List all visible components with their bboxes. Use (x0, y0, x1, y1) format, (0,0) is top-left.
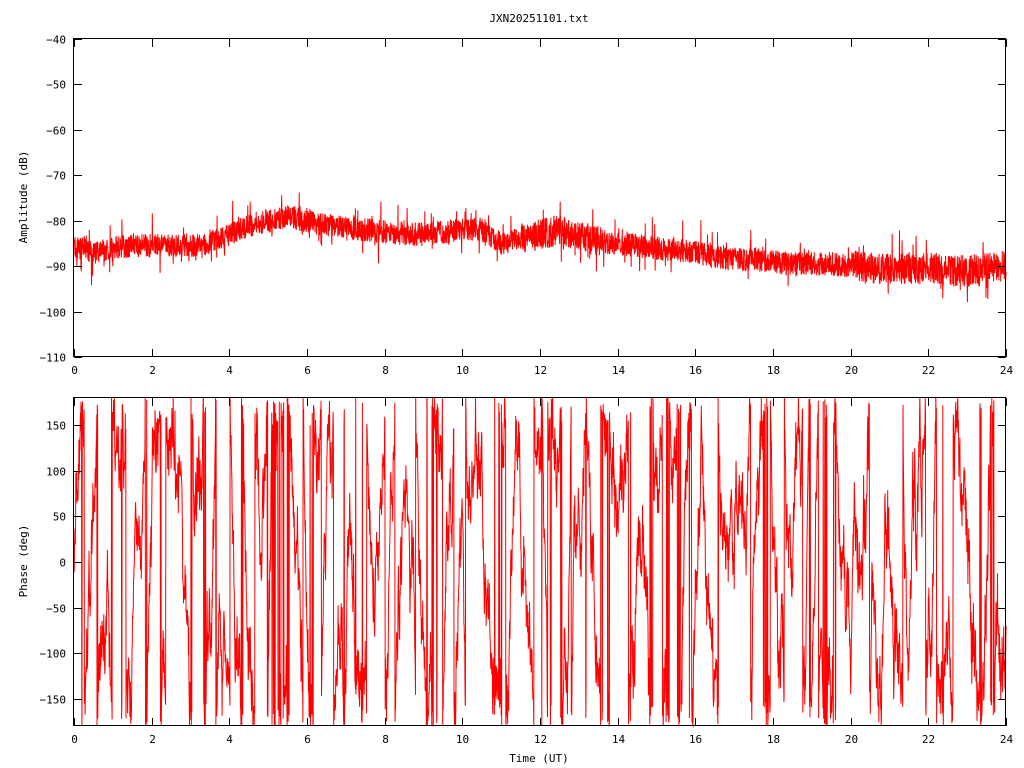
amplitude-x-tick-label: 22 (922, 364, 935, 377)
phase-y-tick-label: −50 (46, 603, 66, 616)
amplitude-x-tick-label: 10 (456, 364, 469, 377)
phase-x-tick-label: 8 (382, 733, 389, 746)
phase-x-tick-label: 12 (534, 733, 547, 746)
phase-x-tick-label: 2 (149, 733, 156, 746)
phase-y-tick-label: −100 (40, 648, 67, 661)
amplitude-y-ticks: −110 −100 −90 −80 −70 −60 −50 −40 (40, 34, 1006, 365)
amplitude-y-axis-label: Amplitude (dB) (17, 151, 30, 244)
amplitude-y-tick-label: −110 (40, 352, 67, 365)
phase-x-tick-label: 0 (71, 733, 78, 746)
amplitude-x-tick-label: 18 (767, 364, 780, 377)
amplitude-x-tick-label: 20 (845, 364, 858, 377)
phase-x-tick-label: 10 (456, 733, 469, 746)
phase-x-tick-label: 14 (612, 733, 626, 746)
phase-y-tick-label: 50 (53, 511, 66, 524)
amplitude-x-tick-label: 16 (689, 364, 702, 377)
amplitude-y-tick-label: −60 (46, 125, 66, 138)
amplitude-panel: −110−100−90−80−70−60−50−40 0 2 4 6 8 10 12 14 16… (17, 34, 1013, 378)
phase-y-axis-label: Phase (deg) (17, 525, 30, 598)
phase-x-tick-label: 24 (1000, 733, 1014, 746)
amplitude-x-tick-label: 24 (1000, 364, 1014, 377)
phase-y-tick-label: −150 (40, 694, 67, 707)
amplitude-x-tick-label: 0 (71, 364, 78, 377)
phase-x-ticks: 0 2 4 6 8 10 12 14 16 18 20 22 24 (71, 398, 1013, 746)
phase-x-tick-label: 18 (767, 733, 780, 746)
amplitude-series (73, 192, 1007, 303)
amplitude-x-tick-label: 12 (534, 364, 547, 377)
phase-x-tick-label: 6 (304, 733, 311, 746)
amplitude-x-tick-label: 6 (304, 364, 311, 377)
amplitude-y-tick-label: −40 (46, 34, 66, 47)
amplitude-plot-frame (73, 38, 1006, 357)
amplitude-y-tick-label: −90 (46, 261, 66, 274)
amplitude-y-tick-label: −50 (46, 79, 66, 92)
phase-y-tick-label: 100 (46, 466, 66, 479)
phase-line (73, 397, 1007, 728)
amplitude-y-tick-label: −100 (40, 307, 67, 320)
phase-y-tick-label: 0 (59, 557, 66, 570)
amplitude-line (73, 192, 1007, 303)
amplitude-x-tick-label: 4 (226, 364, 233, 377)
chart-title: JXN20251101.txt (489, 12, 588, 25)
amplitude-x-ticks: 0 2 4 6 8 10 12 14 16 18 20 22 24 (71, 39, 1013, 377)
phase-x-tick-label: 20 (845, 733, 858, 746)
phase-x-tick-label: 4 (226, 733, 233, 746)
phase-x-tick-label: 22 (922, 733, 935, 746)
amplitude-y-tick-label: −80 (46, 216, 66, 229)
x-axis-label: Time (UT) (509, 752, 569, 765)
amplitude-x-tick-label: 8 (382, 364, 389, 377)
phase-series (73, 397, 1007, 728)
phase-y-tick-label: 150 (46, 420, 66, 433)
phase-y-ticks: −150 −100 −50 0 50 100 150 (40, 420, 1006, 707)
amplitude-y-tick-label: −70 (46, 170, 66, 183)
amplitude-x-tick-label: 2 (149, 364, 156, 377)
amplitude-x-tick-label: 14 (612, 364, 626, 377)
phase-plot-frame (73, 397, 1006, 726)
phase-x-tick-label: 16 (689, 733, 702, 746)
